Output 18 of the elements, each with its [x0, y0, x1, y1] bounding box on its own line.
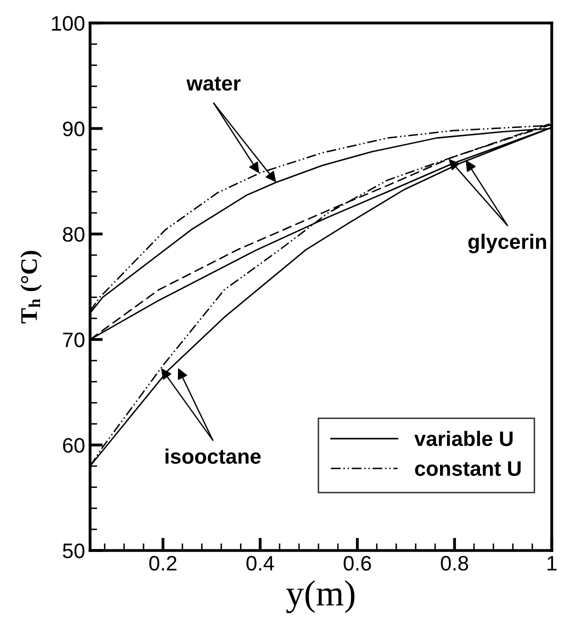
y-tick-label: 70 [63, 332, 84, 348]
legend-label: constant U [415, 461, 521, 476]
annotation: water [186, 76, 241, 91]
annotation: isooctane [166, 448, 261, 464]
y-tick-label: 100 [52, 16, 84, 31]
x-tick-label: 0.2 [149, 556, 176, 571]
x-tick-label: 1 [548, 556, 557, 570]
legend-label: variable U [414, 430, 513, 446]
y-tick-label: 80 [62, 227, 84, 242]
x-tick-label: 0.6 [344, 556, 371, 571]
y-tick-label: 90 [63, 122, 84, 136]
annotation: glycerin [468, 234, 546, 254]
x-tick-label: 0.4 [246, 556, 274, 571]
x-axis-title: y(m) [286, 580, 354, 614]
y-tick-label: 50 [62, 543, 84, 558]
x-tick-label: 0.8 [440, 556, 468, 571]
y-axis-title: T$_{h}$ (°C) [20, 250, 42, 324]
y-tick-label: 60 [63, 438, 84, 453]
